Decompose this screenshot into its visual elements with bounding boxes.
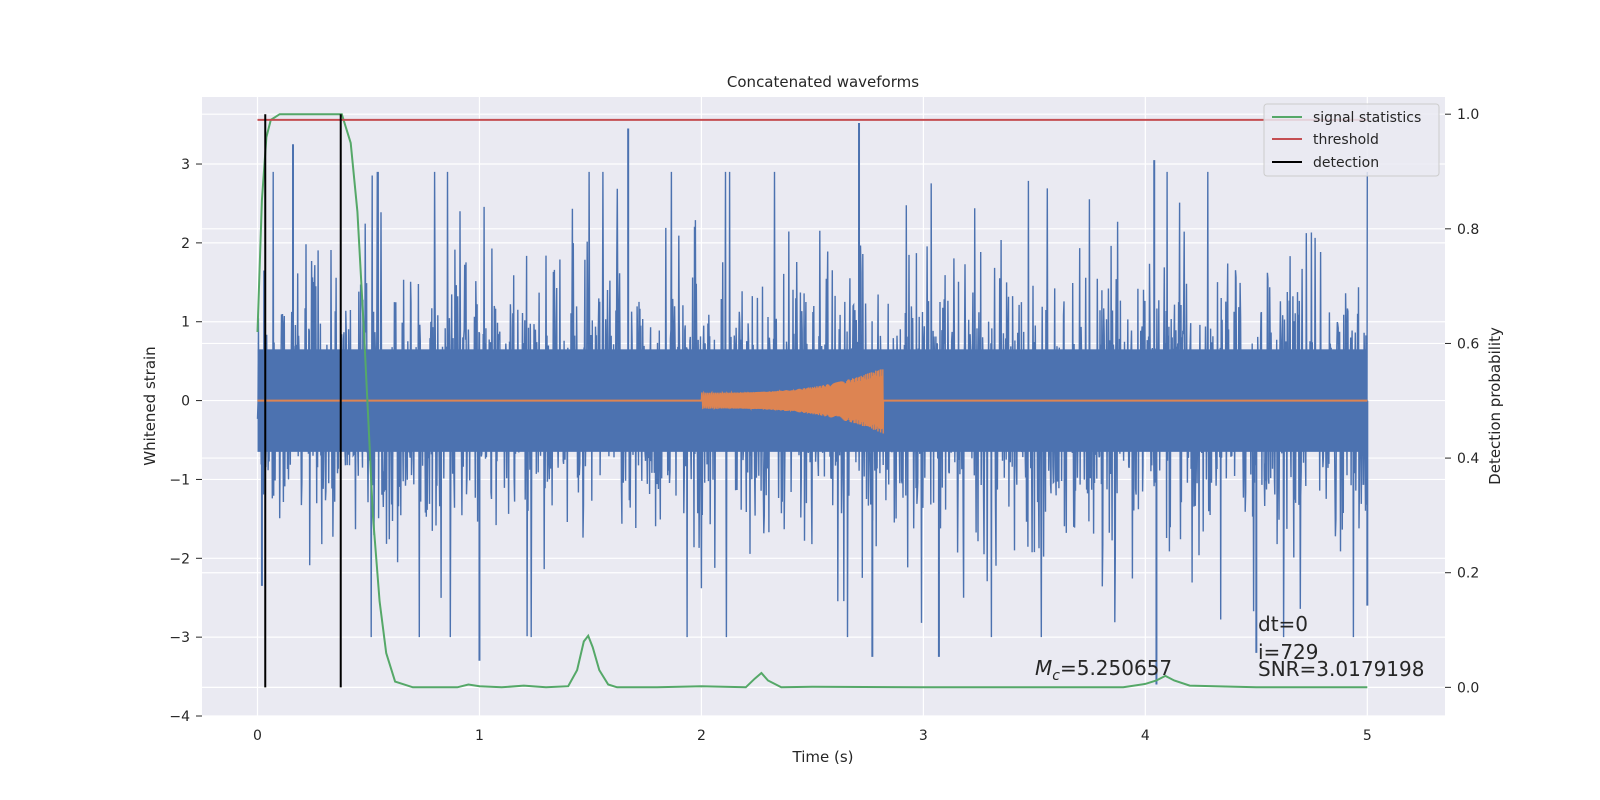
y-tick-label: 0 (181, 394, 190, 410)
y2-tick-label: 0.8 (1457, 222, 1479, 238)
legend-label-signal: signal statistics (1313, 110, 1421, 126)
y2-tick-label: 1.0 (1457, 107, 1479, 123)
annotations: Mc=5.250657 dt=0 i=729 SNR=3.0179198 (1035, 612, 1424, 684)
x-tick-label: 1 (475, 728, 484, 744)
annotation-index: i=729 (1258, 640, 1319, 664)
x-axis-label: Time (s) (792, 748, 854, 766)
annotation-mc-symbol: M (1035, 656, 1052, 680)
y-axis-ticks: −4 −3 −2 −1 0 1 2 3 (169, 157, 202, 725)
waveform-chirp (700, 369, 885, 434)
y-tick-label: 3 (181, 157, 190, 173)
detection-series (264, 114, 342, 688)
y-axis-label: Whitened strain (141, 346, 159, 465)
annotation-mc-value: =5.250657 (1060, 656, 1172, 680)
x-tick-label: 2 (697, 728, 706, 744)
chart-title: Concatenated waveforms (727, 73, 919, 91)
x-tick-label: 5 (1363, 728, 1372, 744)
y-tick-label: −3 (169, 630, 190, 646)
y-tick-label: 1 (181, 315, 190, 331)
x-tick-label: 4 (1141, 728, 1150, 744)
legend-label-detection: detection (1313, 155, 1379, 171)
y2-tick-label: 0.2 (1457, 566, 1479, 582)
x-axis-ticks: 0 1 2 3 4 5 (253, 728, 1372, 744)
legend-label-threshold: threshold (1313, 132, 1379, 148)
x-tick-label: 3 (919, 728, 928, 744)
legend-box (1263, 103, 1440, 177)
signal-statistics-line (256, 113, 1368, 689)
y2-tick-label: 0.4 (1457, 451, 1479, 467)
legend: signal statistics threshold detection (1263, 103, 1440, 177)
annotation-snr: SNR=3.0179198 (1258, 657, 1424, 681)
y2-axis-ticks: 0.0 0.2 0.4 0.6 0.8 1.0 (1445, 107, 1479, 696)
plot-content (256, 113, 1369, 689)
annotation-dt: dt=0 (1258, 612, 1308, 636)
y-tick-label: 2 (181, 236, 190, 252)
x-tick-label: 0 (253, 728, 262, 744)
annotation-chirp-mass: Mc=5.250657 (1035, 656, 1172, 684)
y2-axis-label: Detection probability (1486, 327, 1504, 485)
y-tick-label: −1 (169, 472, 190, 488)
y-tick-label: −2 (169, 551, 190, 567)
y2-tick-label: 0.0 (1457, 680, 1479, 696)
annotation-mc-subscript: c (1052, 668, 1060, 684)
waveform-series (257, 369, 1368, 434)
signal-statistics-series (256, 113, 1368, 689)
y2-tick-label: 0.6 (1457, 336, 1479, 352)
y-tick-label: −4 (169, 709, 190, 725)
